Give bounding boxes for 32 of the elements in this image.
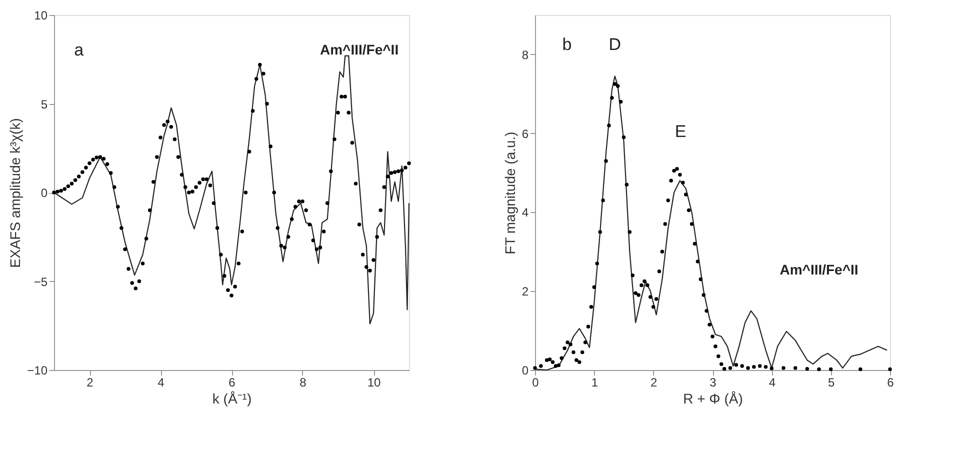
y-tick-label: 5 bbox=[40, 97, 48, 112]
y-tick-label: 6 bbox=[522, 126, 529, 141]
annotation: Am^III/Fe^II bbox=[320, 42, 399, 58]
y-axis-title: FT magnitude (a.u.) bbox=[502, 132, 518, 254]
x-tick-label: 4 bbox=[158, 376, 165, 390]
y-axis-title: EXAFS amplitude k³χ(k) bbox=[7, 118, 24, 268]
y-tick-label: 4 bbox=[522, 206, 529, 220]
x-axis-title: R + Φ (Å) bbox=[683, 390, 743, 406]
x-tick-label: 6 bbox=[887, 376, 894, 390]
x-tick-label: 10 bbox=[367, 376, 381, 390]
annotation: b bbox=[562, 35, 572, 54]
x-tick-label: 4 bbox=[768, 376, 776, 390]
y-tick-label: −5 bbox=[34, 274, 48, 289]
x-tick-label: 5 bbox=[828, 376, 835, 390]
x-tick-label: 1 bbox=[591, 376, 598, 390]
y-tick-label: 0 bbox=[522, 364, 529, 378]
x-tick-label: 0 bbox=[532, 376, 540, 390]
annotation: E bbox=[674, 122, 686, 142]
y-tick-label: 10 bbox=[34, 8, 48, 22]
y-tick-label: −10 bbox=[27, 364, 48, 378]
x-tick-label: 2 bbox=[650, 376, 658, 390]
x-tick-label: 6 bbox=[228, 376, 236, 390]
y-tick-label: 2 bbox=[522, 284, 529, 299]
x-tick-label: 3 bbox=[710, 376, 717, 390]
y-tick-label: 8 bbox=[522, 48, 529, 62]
x-axis-title: k (Å⁻¹) bbox=[212, 390, 252, 406]
x-tick-label: 2 bbox=[86, 376, 94, 390]
y-tick-label: 0 bbox=[40, 186, 48, 200]
x-tick-label: 8 bbox=[300, 376, 307, 390]
annotation: a bbox=[74, 40, 84, 60]
annotation: Am^III/Fe^II bbox=[780, 262, 858, 278]
annotation: D bbox=[608, 35, 622, 54]
